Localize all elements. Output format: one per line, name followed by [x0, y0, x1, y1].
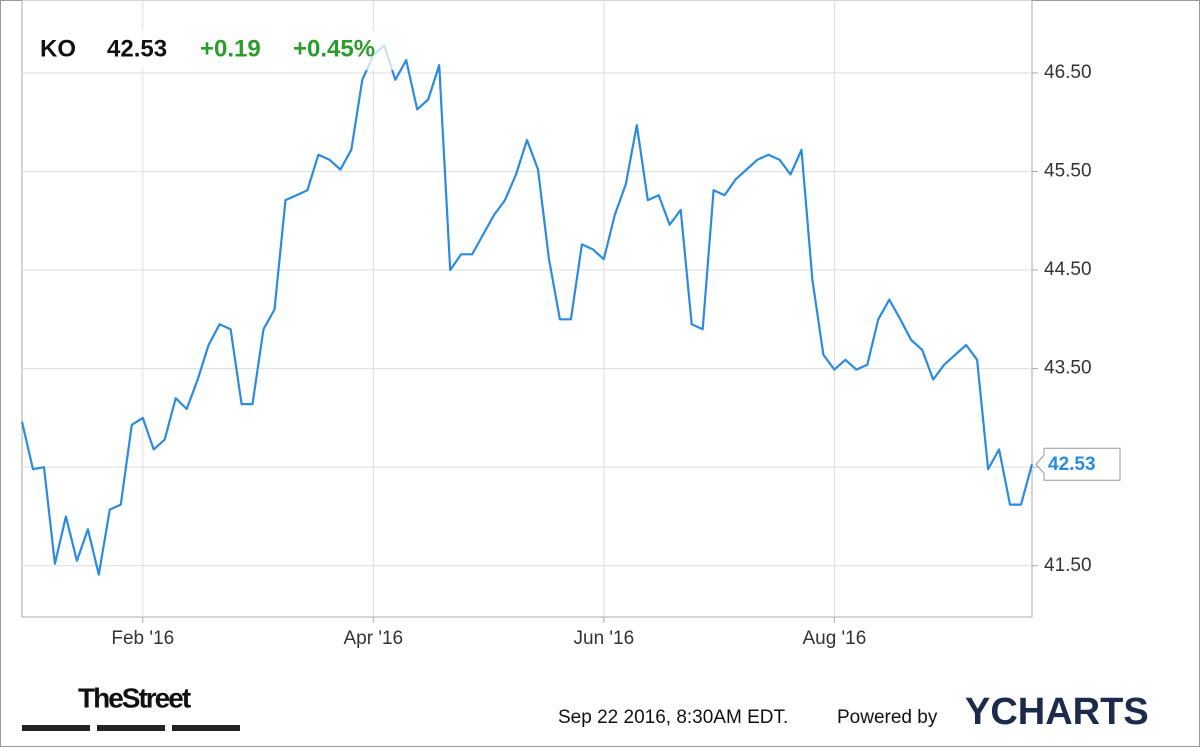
y-tick-label: 41.50 — [1044, 555, 1092, 576]
y-tick-label: 44.50 — [1044, 259, 1092, 280]
plot-area — [21, 0, 1033, 618]
brand-bar — [172, 725, 240, 731]
timestamp: Sep 22 2016, 8:30AM EDT. — [558, 707, 788, 728]
y-tick-label: 46.50 — [1044, 62, 1092, 83]
header-bg — [28, 30, 398, 70]
change-percent: +0.45% — [293, 35, 375, 62]
y-tick-label: 45.50 — [1044, 161, 1092, 182]
x-tick-label: Apr '16 — [343, 628, 403, 649]
provider: YCHARTS — [965, 691, 1149, 733]
last-value-box — [1035, 447, 1121, 481]
grid — [22, 0, 1032, 617]
brand: TheStreet — [78, 682, 191, 713]
change: +0.19 — [200, 35, 261, 62]
symbol: KO — [40, 35, 76, 62]
price: 42.53 — [107, 35, 167, 62]
x-tick-label: Jun '16 — [574, 628, 635, 649]
brand-bar — [97, 725, 165, 731]
price-line — [20, 44, 1034, 576]
brand-bar — [22, 725, 90, 731]
series — [20, 44, 1034, 576]
powered-by: Powered by — [837, 707, 938, 728]
last-value-label: 42.53 — [1048, 454, 1096, 475]
x-tick-label: Feb '16 — [111, 628, 174, 649]
x-tick-label: Aug '16 — [802, 628, 866, 649]
y-tick-label: 43.50 — [1044, 358, 1092, 379]
